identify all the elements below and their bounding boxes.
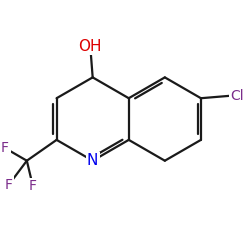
Text: Cl: Cl	[230, 89, 244, 103]
Text: OH: OH	[78, 39, 102, 54]
Text: F: F	[0, 140, 8, 154]
Text: N: N	[87, 153, 98, 168]
Text: F: F	[5, 178, 13, 192]
Text: F: F	[29, 179, 37, 193]
